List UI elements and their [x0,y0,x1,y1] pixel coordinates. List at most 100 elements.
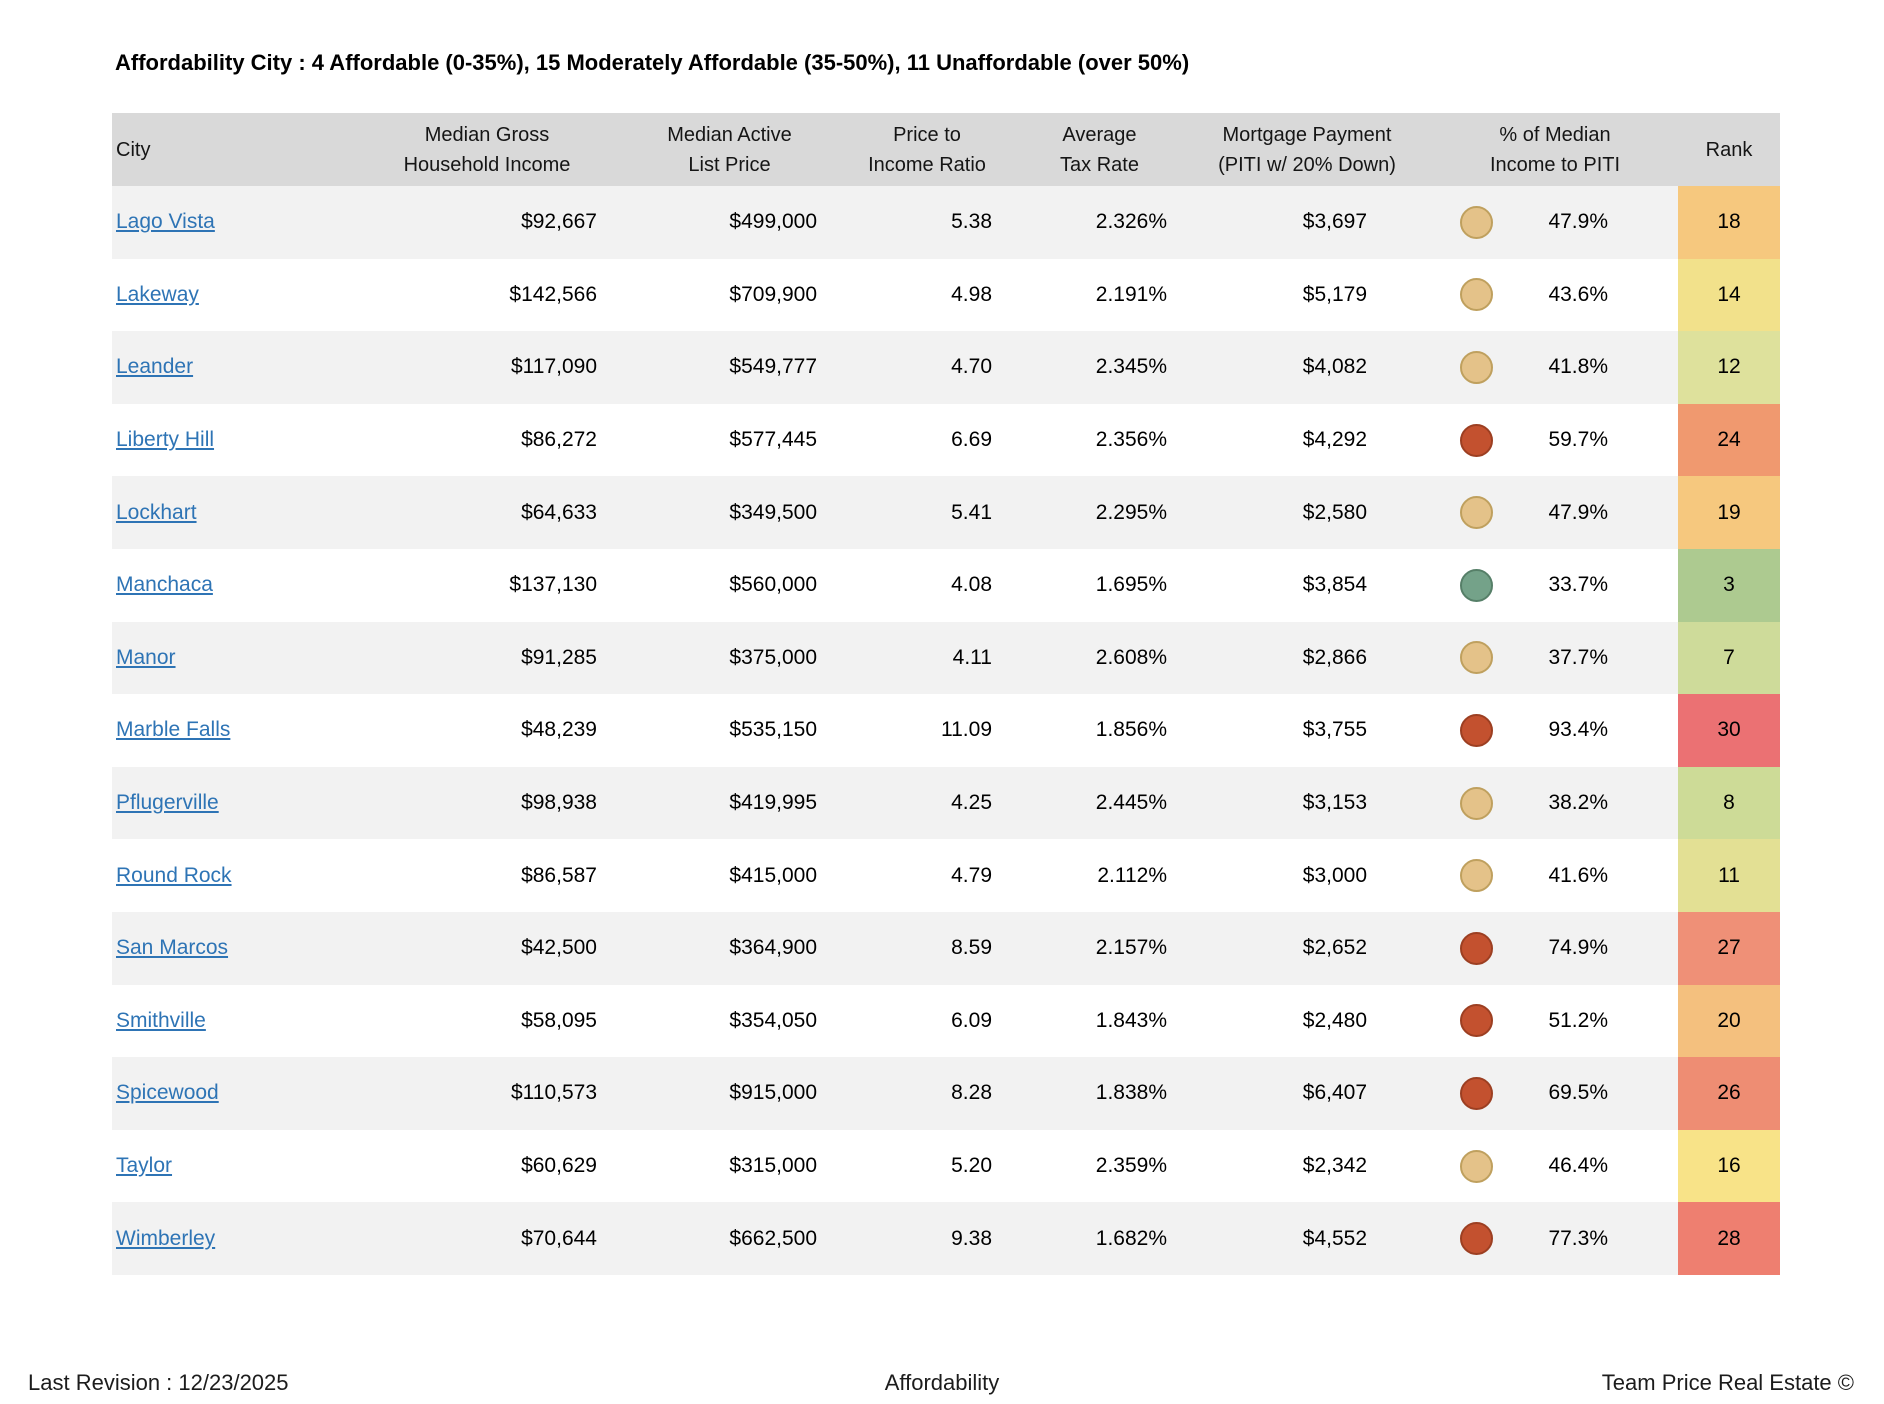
tax-rate-value: 1.838% [1095,1081,1167,1105]
table-row: Marble Falls $48,239 $535,150 11.09 1.856% $3… [112,694,1780,767]
list-price-value: $354,050 [729,1008,817,1032]
rank-cell: 28 [1678,1202,1780,1275]
mortgage-payment-value: $2,342 [1302,1154,1367,1178]
price-income-ratio-value: 6.69 [951,428,992,452]
price-income-ratio-value: 9.38 [951,1226,992,1250]
city-link[interactable]: Round Rock [116,863,232,887]
tax-rate-value: 2.157% [1095,936,1167,960]
city-cell: Smithville [112,1009,352,1033]
city-link[interactable]: Lakeway [116,282,199,306]
city-link[interactable]: Pflugerville [116,791,219,815]
median-income-value: $137,130 [509,573,597,597]
city-cell: Marble Falls [112,718,352,742]
city-link[interactable]: Leander [116,355,194,379]
rank-cell: 18 [1678,186,1780,259]
mortgage-payment-value: $4,552 [1302,1226,1367,1250]
column-header-list-price-line1: Median Active [667,123,792,146]
mortgage-payment-value: $2,580 [1302,500,1367,524]
income-to-piti-value: 43.6% [1548,282,1608,306]
affordability-status-dot [1460,568,1493,602]
list-price-value: $364,900 [729,936,817,960]
city-cell: Manchaca [112,573,352,597]
table-header-row: City Median Gross Household Income Media… [112,113,1780,186]
city-cell: Manor [112,646,352,670]
mortgage-payment-value: $3,755 [1302,718,1367,742]
rank-cell: 3 [1678,548,1780,622]
column-header-city-label: City [116,138,151,161]
tax-rate-value: 2.359% [1095,1154,1167,1178]
city-cell: Liberty Hill [112,428,352,452]
median-income-value: $42,500 [521,936,597,960]
column-header-list-price-line2: List Price [688,153,771,176]
city-link[interactable]: Smithville [116,1008,206,1032]
city-link[interactable]: Liberty Hill [116,428,215,452]
affordability-status-dot [1460,496,1493,530]
price-income-ratio-value: 8.59 [951,936,992,960]
list-price-value: $915,000 [729,1081,817,1105]
median-income-value: $98,938 [521,791,597,815]
tax-rate-value: 2.345% [1095,355,1167,379]
mortgage-payment-value: $6,407 [1302,1081,1367,1105]
list-price-value: $349,500 [729,500,817,524]
column-header-mortgage-payment: Mortgage Payment (PITI w/ 20% Down) [1182,113,1432,186]
median-income-value: $91,285 [521,645,597,669]
list-price-value: $549,777 [729,355,817,379]
city-link[interactable]: San Marcos [116,936,229,960]
mortgage-payment-value: $4,082 [1302,355,1367,379]
city-link[interactable]: Taylor [116,1154,173,1178]
price-income-ratio-value: 11.09 [941,718,992,742]
affordability-table: City Median Gross Household Income Media… [112,113,1780,1275]
city-cell: Lakeway [112,283,352,307]
income-to-piti-cell: 38.2% [1432,767,1678,840]
median-income-value: $60,629 [521,1154,597,1178]
city-link[interactable]: Lago Vista [116,210,215,234]
rank-cell: 16 [1678,1129,1780,1203]
income-to-piti-cell: 41.8% [1432,331,1678,404]
rank-cell: 20 [1678,984,1780,1058]
table-row: Manchaca $137,130 $560,000 4.08 1.695% $3,854… [112,548,1780,622]
median-income-value: $110,573 [510,1081,597,1105]
column-header-median-income-line2: Household Income [403,153,571,176]
tax-rate-value: 1.682% [1095,1226,1167,1250]
price-income-ratio-value: 4.70 [951,355,992,379]
mortgage-payment-value: $2,652 [1302,936,1367,960]
city-link[interactable]: Marble Falls [116,718,231,742]
list-price-value: $499,000 [729,210,817,234]
income-to-piti-value: 69.5% [1548,1081,1608,1105]
city-cell: San Marcos [112,936,352,960]
city-link[interactable]: Wimberley [116,1226,216,1250]
city-link[interactable]: Lockhart [116,500,197,524]
city-link[interactable]: Manchaca [116,573,213,597]
rank-cell: 30 [1678,694,1780,767]
median-income-value: $58,095 [521,1008,597,1032]
median-income-value: $70,644 [521,1226,597,1250]
affordability-status-dot [1460,1004,1493,1038]
price-income-ratio-value: 5.41 [951,500,992,524]
income-to-piti-cell: 51.2% [1432,985,1678,1058]
tax-rate-value: 2.356% [1095,428,1167,452]
tax-rate-value: 1.856% [1095,718,1167,742]
income-to-piti-cell: 37.7% [1432,622,1678,695]
rank-cell: 12 [1678,331,1780,404]
column-header-price-income-ratio: Price to Income Ratio [837,113,1017,186]
city-cell: Pflugerville [112,791,352,815]
city-link[interactable]: Spicewood [116,1081,219,1105]
city-link[interactable]: Manor [116,645,176,669]
affordability-status-dot [1460,931,1493,965]
city-cell: Lago Vista [112,210,352,234]
city-cell: Wimberley [112,1227,352,1251]
income-to-piti-value: 74.9% [1548,936,1608,960]
affordability-status-dot [1460,786,1493,820]
price-income-ratio-value: 4.98 [951,282,992,306]
rank-cell: 8 [1678,766,1780,840]
city-cell: Round Rock [112,864,352,888]
city-cell: Spicewood [112,1081,352,1105]
rank-cell: 19 [1678,476,1780,549]
table-row: Liberty Hill $86,272 $577,445 6.69 2.356% $4,… [112,403,1780,477]
income-to-piti-value: 51.2% [1548,1008,1608,1032]
median-income-value: $117,090 [510,355,597,379]
rank-cell: 27 [1678,911,1780,985]
city-cell: Taylor [112,1154,352,1178]
median-income-value: $86,272 [521,428,597,452]
list-price-value: $577,445 [729,428,817,452]
